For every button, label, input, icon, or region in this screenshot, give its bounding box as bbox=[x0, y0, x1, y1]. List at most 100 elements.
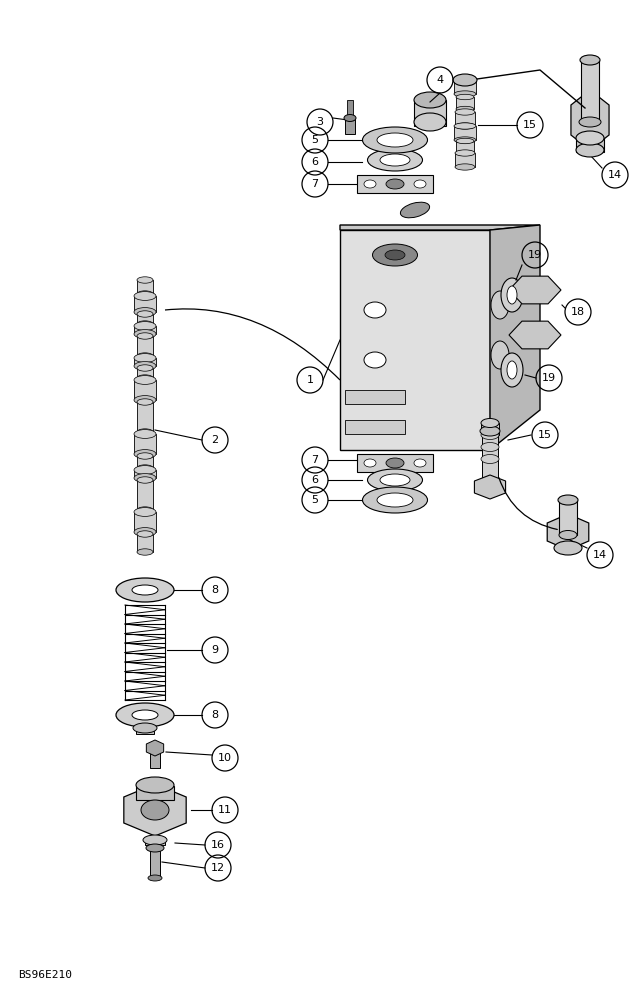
Ellipse shape bbox=[455, 123, 475, 129]
Ellipse shape bbox=[414, 113, 446, 131]
Ellipse shape bbox=[137, 333, 153, 339]
Text: 14: 14 bbox=[608, 170, 622, 180]
Text: 18: 18 bbox=[571, 307, 585, 317]
Ellipse shape bbox=[455, 164, 475, 170]
Ellipse shape bbox=[454, 123, 476, 129]
Ellipse shape bbox=[134, 322, 156, 330]
Ellipse shape bbox=[456, 138, 474, 144]
Ellipse shape bbox=[414, 180, 426, 188]
Ellipse shape bbox=[134, 292, 156, 300]
Ellipse shape bbox=[576, 131, 604, 145]
Ellipse shape bbox=[134, 450, 156, 458]
Ellipse shape bbox=[491, 341, 509, 369]
Ellipse shape bbox=[363, 487, 428, 513]
Ellipse shape bbox=[455, 109, 475, 115]
Bar bbox=[137, 402, 153, 432]
Text: 6: 6 bbox=[312, 475, 319, 485]
Polygon shape bbox=[146, 740, 164, 756]
Bar bbox=[134, 434, 156, 454]
Ellipse shape bbox=[491, 291, 509, 319]
Bar bbox=[137, 368, 153, 378]
Bar bbox=[150, 748, 160, 768]
Ellipse shape bbox=[385, 250, 405, 260]
Ellipse shape bbox=[134, 430, 156, 438]
Text: 15: 15 bbox=[538, 430, 552, 440]
Ellipse shape bbox=[141, 800, 169, 820]
Ellipse shape bbox=[386, 458, 404, 468]
Polygon shape bbox=[509, 321, 561, 349]
Text: 12: 12 bbox=[211, 863, 225, 873]
Ellipse shape bbox=[146, 844, 164, 852]
Bar bbox=[134, 326, 156, 334]
Ellipse shape bbox=[377, 493, 413, 507]
Text: 6: 6 bbox=[312, 157, 319, 167]
Ellipse shape bbox=[364, 180, 376, 188]
Ellipse shape bbox=[580, 55, 600, 65]
Bar bbox=[137, 314, 153, 324]
Text: 5: 5 bbox=[312, 135, 319, 145]
Text: 8: 8 bbox=[211, 585, 218, 595]
Ellipse shape bbox=[143, 835, 167, 845]
Bar bbox=[134, 512, 156, 532]
Ellipse shape bbox=[137, 399, 153, 405]
Polygon shape bbox=[340, 225, 540, 230]
Bar bbox=[581, 60, 599, 122]
Ellipse shape bbox=[137, 291, 153, 297]
Ellipse shape bbox=[137, 465, 153, 471]
Ellipse shape bbox=[132, 710, 158, 720]
Ellipse shape bbox=[137, 429, 153, 435]
Bar bbox=[136, 720, 154, 734]
Bar bbox=[559, 500, 577, 535]
Ellipse shape bbox=[134, 508, 156, 516]
Ellipse shape bbox=[456, 150, 474, 156]
Ellipse shape bbox=[401, 202, 430, 218]
Ellipse shape bbox=[136, 777, 174, 793]
Text: 1: 1 bbox=[307, 375, 314, 385]
Ellipse shape bbox=[507, 286, 517, 304]
Text: 16: 16 bbox=[211, 840, 225, 850]
Ellipse shape bbox=[364, 302, 386, 318]
Text: 11: 11 bbox=[218, 805, 232, 815]
Ellipse shape bbox=[134, 354, 156, 362]
Bar bbox=[345, 390, 405, 404]
Polygon shape bbox=[509, 276, 561, 304]
Ellipse shape bbox=[134, 376, 156, 384]
Bar bbox=[455, 153, 475, 167]
Ellipse shape bbox=[454, 137, 476, 143]
Ellipse shape bbox=[454, 77, 476, 83]
Ellipse shape bbox=[137, 353, 153, 359]
Ellipse shape bbox=[363, 127, 428, 153]
Text: 9: 9 bbox=[211, 645, 218, 655]
Ellipse shape bbox=[344, 114, 356, 121]
Bar bbox=[134, 380, 156, 400]
Bar bbox=[150, 848, 160, 878]
Bar bbox=[345, 420, 405, 434]
Bar bbox=[357, 454, 433, 472]
Ellipse shape bbox=[558, 495, 578, 505]
Ellipse shape bbox=[137, 311, 153, 317]
Ellipse shape bbox=[579, 117, 601, 127]
Ellipse shape bbox=[137, 549, 153, 555]
Ellipse shape bbox=[559, 530, 577, 540]
Ellipse shape bbox=[480, 426, 500, 436]
Bar bbox=[145, 837, 165, 845]
Text: 7: 7 bbox=[312, 179, 319, 189]
Ellipse shape bbox=[501, 353, 523, 387]
Ellipse shape bbox=[386, 179, 404, 189]
Ellipse shape bbox=[501, 278, 523, 312]
Ellipse shape bbox=[137, 507, 153, 513]
Text: 14: 14 bbox=[593, 550, 607, 560]
Ellipse shape bbox=[455, 150, 475, 156]
Bar bbox=[455, 112, 475, 126]
Ellipse shape bbox=[134, 330, 156, 338]
Text: 8: 8 bbox=[211, 710, 218, 720]
Ellipse shape bbox=[137, 531, 153, 537]
Ellipse shape bbox=[380, 154, 410, 166]
Ellipse shape bbox=[132, 585, 158, 595]
Ellipse shape bbox=[148, 875, 162, 881]
Ellipse shape bbox=[414, 459, 426, 467]
Bar bbox=[134, 296, 156, 312]
Ellipse shape bbox=[134, 528, 156, 536]
Text: 4: 4 bbox=[437, 75, 444, 85]
Ellipse shape bbox=[134, 474, 156, 482]
